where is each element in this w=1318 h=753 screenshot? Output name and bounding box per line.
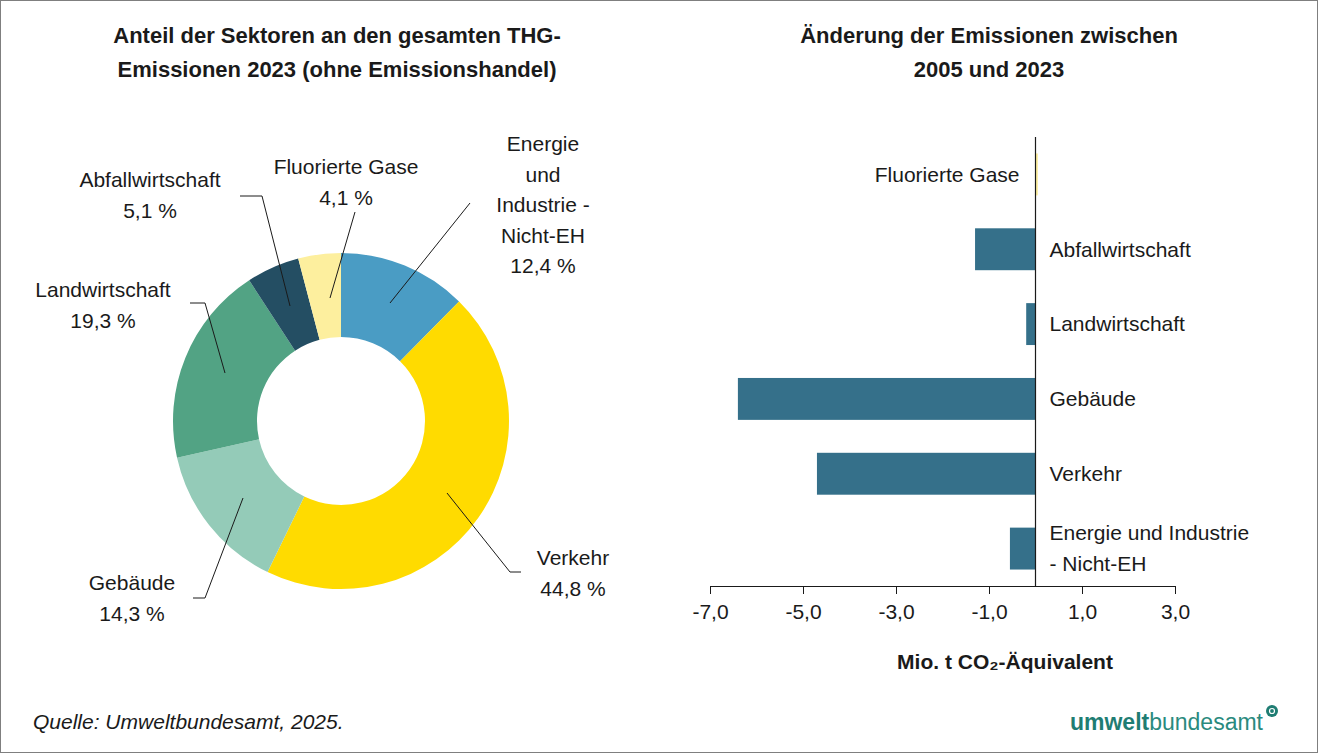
logo-part: umwelt [1070, 709, 1150, 735]
tick: 3,0 [1161, 586, 1190, 623]
tick: -1,0 [971, 586, 1007, 623]
tick: -5,0 [785, 586, 821, 623]
axis-title: Mio. t CO₂-Äquivalent [897, 650, 1113, 673]
data-label-line: 44,8 % [540, 577, 605, 600]
tick-mark [896, 586, 897, 594]
category-label-line: - Nicht-EH [1050, 552, 1147, 575]
bar [1010, 528, 1036, 570]
logo-part: bundesamt [1149, 709, 1263, 735]
logo-icon-inner [1270, 709, 1275, 714]
leader-line [447, 493, 521, 572]
slice-label-line: Nicht-EH [501, 224, 585, 247]
category-label: Energie und Industrie - Nicht-EH [1050, 521, 1250, 575]
tick-mark [1082, 586, 1083, 594]
slice-label-line: Industrie - [496, 193, 589, 216]
leader-line [240, 196, 290, 306]
data-label-line: 4,1 % [319, 186, 373, 209]
slice-label: Gebäude [89, 571, 175, 594]
slice-label-line: Abfallwirtschaft [79, 168, 220, 191]
x-axis: -7,0 -5,0 -3,0 -1,0 1,0 3,0 [692, 586, 1190, 623]
category-label-line: Landwirtschaft [1050, 312, 1186, 335]
category-label-line: Energie und Industrie [1050, 521, 1250, 544]
category-label: Abfallwirtschaft [1050, 238, 1191, 261]
frame [1, 1, 1318, 753]
leader-line [190, 303, 225, 373]
category-label-line: Abfallwirtschaft [1050, 238, 1191, 261]
chart-title-line: Änderung der Emissionen zwischen [800, 23, 1178, 48]
donut-chart: Anteil der Sektoren an den gesamten THG-… [35, 23, 609, 625]
axis-line [711, 586, 1176, 587]
category-label: Verkehr [1050, 462, 1122, 485]
tick-label: -1,0 [971, 600, 1007, 623]
tick-label: -7,0 [692, 600, 728, 623]
slice [298, 253, 341, 340]
tick: 1,0 [1068, 586, 1097, 623]
slice-label-line: Gebäude [89, 571, 175, 594]
data-label: 5,1 % [123, 199, 177, 222]
tick-label: 3,0 [1161, 600, 1190, 623]
logo: umweltbundesamt [1070, 709, 1264, 735]
chart-canvas: Anteil der Sektoren an den gesamten THG-… [0, 0, 1318, 753]
data-label-line: 5,1 % [123, 199, 177, 222]
tick-label: -5,0 [785, 600, 821, 623]
logo-icon [1266, 705, 1278, 717]
leader-line [330, 212, 355, 298]
chart-title: Anteil der Sektoren an den gesamten THG-… [113, 23, 560, 82]
slice-label-line: Energie [507, 132, 579, 155]
tick-mark [989, 586, 990, 594]
data-label-line: 19,3 % [70, 309, 135, 332]
source-note: Quelle: Umweltbundesamt, 2025. [33, 710, 344, 733]
slice-label: Fluorierte Gase [274, 155, 419, 178]
bar [1026, 303, 1035, 345]
slice-label: Landwirtschaft [35, 278, 171, 301]
data-label: 12,4 % [510, 254, 575, 277]
bar-chart: Änderung der Emissionen zwischen 2005 und… [692, 23, 1249, 674]
category-label: Landwirtschaft [1050, 312, 1186, 335]
slice [177, 439, 304, 572]
category-label-line: Fluorierte Gase [875, 163, 1020, 186]
slice-label: Energie und Industrie - Nicht-EH [496, 132, 589, 247]
category-label-line: Gebäude [1050, 387, 1136, 410]
axis-title-line: Mio. t CO₂-Äquivalent [897, 650, 1113, 673]
chart-title: Änderung der Emissionen zwischen 2005 und… [800, 23, 1178, 82]
chart-title-line: 2005 und 2023 [914, 57, 1064, 82]
tick-label: 1,0 [1068, 600, 1097, 623]
slice-label: Abfallwirtschaft [79, 168, 220, 191]
tick: -3,0 [878, 586, 914, 623]
bar [738, 378, 1036, 420]
tick-label: -3,0 [878, 600, 914, 623]
category-label: Gebäude [1050, 387, 1136, 410]
tick-mark [710, 586, 711, 594]
data-label: 44,8 % [540, 577, 605, 600]
data-label-line: 12,4 % [510, 254, 575, 277]
tick-mark [1175, 586, 1176, 594]
data-label: 4,1 % [319, 186, 373, 209]
bar [975, 228, 1035, 270]
slice-label-line: Landwirtschaft [35, 278, 171, 301]
data-label-line: 14,3 % [99, 602, 164, 625]
tick-mark [803, 586, 804, 594]
slice-label: Verkehr [537, 546, 609, 569]
leader-line [193, 498, 243, 598]
slice-label-line: Verkehr [537, 546, 609, 569]
tick: -7,0 [692, 586, 728, 623]
baseline [1035, 137, 1036, 586]
leader-line [390, 203, 470, 303]
bar [817, 453, 1036, 495]
chart-title-line: Emissionen 2023 (ohne Emissionshandel) [118, 57, 557, 82]
slice-label-line: Fluorierte Gase [274, 155, 419, 178]
bars [738, 153, 1038, 569]
category-label-line: Verkehr [1050, 462, 1122, 485]
data-label: 14,3 % [99, 602, 164, 625]
chart-title-line: Anteil der Sektoren an den gesamten THG- [113, 23, 560, 48]
data-label: 19,3 % [70, 309, 135, 332]
category-label: Fluorierte Gase [875, 163, 1020, 186]
slice-label-line: und [525, 163, 560, 186]
slices [173, 253, 509, 589]
